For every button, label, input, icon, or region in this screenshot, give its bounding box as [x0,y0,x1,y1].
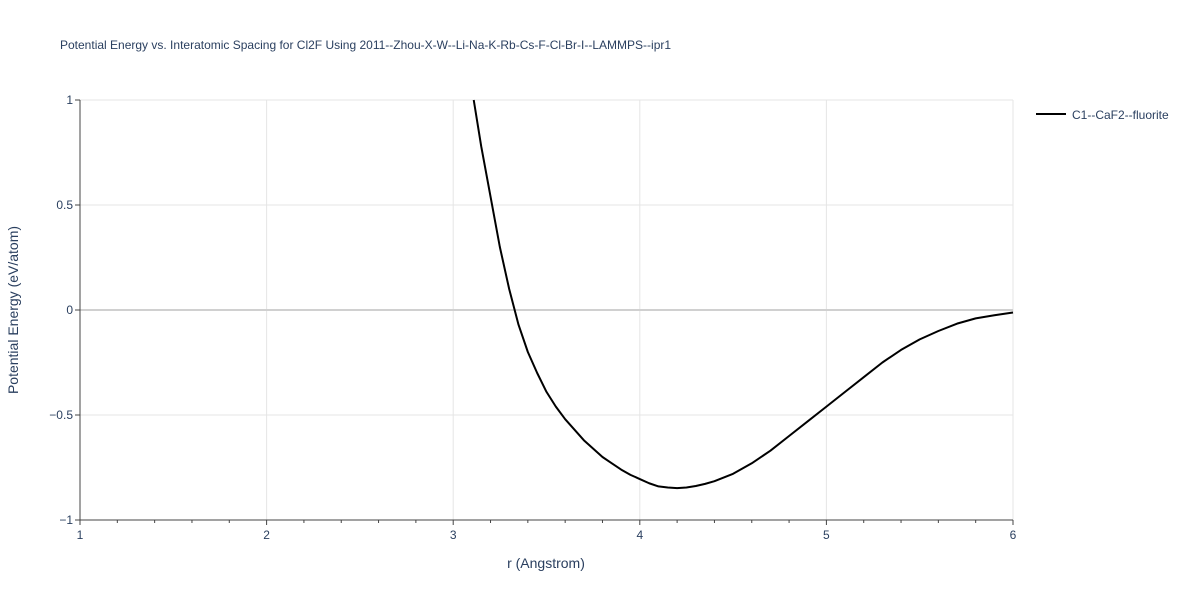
y-tick-label: −1 [59,513,73,527]
series-layer [472,99,1014,490]
grid [80,99,1014,520]
x-tick-label: 2 [263,528,270,542]
legend[interactable]: C1--CaF2--fluorite [1036,108,1169,122]
x-tick-label: 4 [636,528,643,542]
axes: 1 2 3 4 5 6 −1 −0.5 0 0.5 1 [49,93,1016,542]
y-tick-label: 0 [66,303,73,317]
y-tick-label: 1 [66,93,73,107]
legend-label-0[interactable]: C1--CaF2--fluorite [1072,108,1169,122]
y-tick-label: 0.5 [56,198,73,212]
x-tick-label: 3 [450,528,457,542]
y-axis-title: Potential Energy (eV/atom) [5,226,21,394]
y-tick-label: −0.5 [49,408,73,422]
x-axis-title: r (Angstrom) [507,555,585,571]
series-line-0[interactable] [472,99,1014,490]
x-tick-label: 6 [1010,528,1017,542]
x-tick-label: 5 [823,528,830,542]
x-tick-label: 1 [77,528,84,542]
chart-title: Potential Energy vs. Interatomic Spacing… [60,38,671,52]
